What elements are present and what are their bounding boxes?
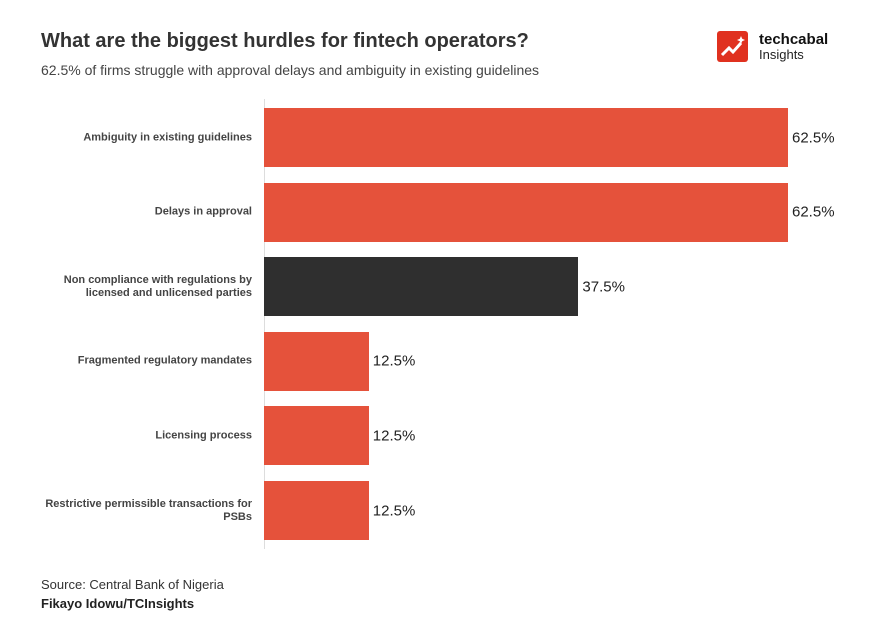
bar: [264, 331, 369, 391]
logo-brand: techcabal: [759, 30, 829, 48]
category-label: Ambiguity in existing guidelines: [83, 131, 252, 143]
data-label: 12.5%: [372, 502, 416, 519]
category-label: Fragmented regulatory mandates: [77, 354, 252, 367]
bar: [264, 182, 788, 242]
logo-sub: Insights: [759, 46, 804, 62]
chart-subtitle: 62.5% of firms struggle with approval de…: [41, 62, 540, 78]
bar: [264, 406, 369, 466]
category-label: Restrictive permissible transactions for…: [45, 497, 252, 523]
techcabal-logo: techcabal Insights: [717, 31, 828, 62]
bar: [264, 108, 788, 167]
author-credit: Fikayo Idowu/TCInsights: [41, 596, 195, 611]
category-label: Delays in approval: [154, 205, 252, 218]
data-label: 62.5%: [792, 203, 835, 221]
y-axis-line: [264, 99, 265, 549]
data-label: 62.5%: [792, 129, 835, 146]
bar: [264, 257, 579, 317]
category-label: Non compliance with regulations by licen…: [63, 273, 252, 299]
bar: [264, 481, 369, 540]
trend-up-icon: [717, 31, 748, 62]
data-label: 37.5%: [582, 278, 625, 296]
category-label: Licensing process: [155, 429, 252, 442]
chart-title: What are the biggest hurdles for fintech…: [41, 30, 529, 52]
data-label: 12.5%: [372, 352, 416, 370]
source-note: Source: Central Bank of Nigeria: [41, 577, 224, 592]
data-label: 12.5%: [372, 427, 416, 445]
